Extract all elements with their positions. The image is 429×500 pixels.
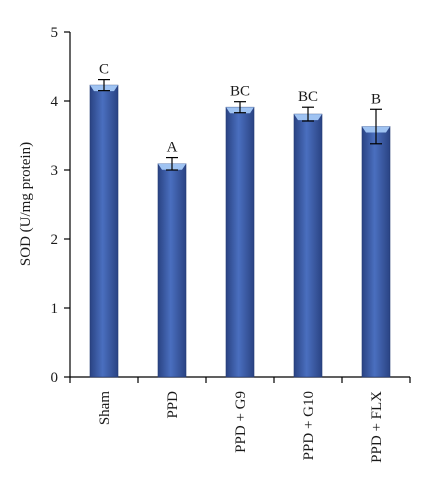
x-tick-labels: Sham PPD PPD + G9 PPD + G10 PPD + FLX — [97, 391, 385, 463]
bar — [361, 126, 391, 378]
x-tick-label: PPD — [165, 391, 181, 419]
y-tick-label: 0 — [51, 370, 59, 386]
y-tick-label: 3 — [51, 163, 59, 179]
x-tick-label: PPD + FLX — [369, 391, 385, 463]
significance-label: C — [99, 62, 109, 78]
y-axis-title: SOD (U/mg protein) — [18, 142, 34, 266]
y-tick-label: 4 — [51, 94, 59, 110]
y-tick-label: 2 — [51, 232, 59, 248]
x-tick-label: PPD + G10 — [301, 391, 317, 460]
bar — [89, 84, 119, 378]
y-axis: 0 1 2 3 4 5 — [51, 25, 71, 386]
significance-label: BC — [230, 84, 250, 100]
significance-label: B — [371, 91, 381, 107]
significance-label: A — [167, 140, 178, 156]
bar — [225, 106, 255, 378]
significance-label: BC — [298, 89, 318, 105]
bar — [157, 163, 187, 378]
x-tick-label: PPD + G9 — [233, 391, 249, 453]
y-tick-label: 1 — [51, 301, 59, 317]
x-axis — [69, 376, 411, 383]
x-tick-label: Sham — [97, 391, 113, 426]
bar — [293, 113, 323, 378]
y-tick-label: 5 — [51, 25, 59, 41]
bars: C A BC BC B — [89, 62, 391, 378]
